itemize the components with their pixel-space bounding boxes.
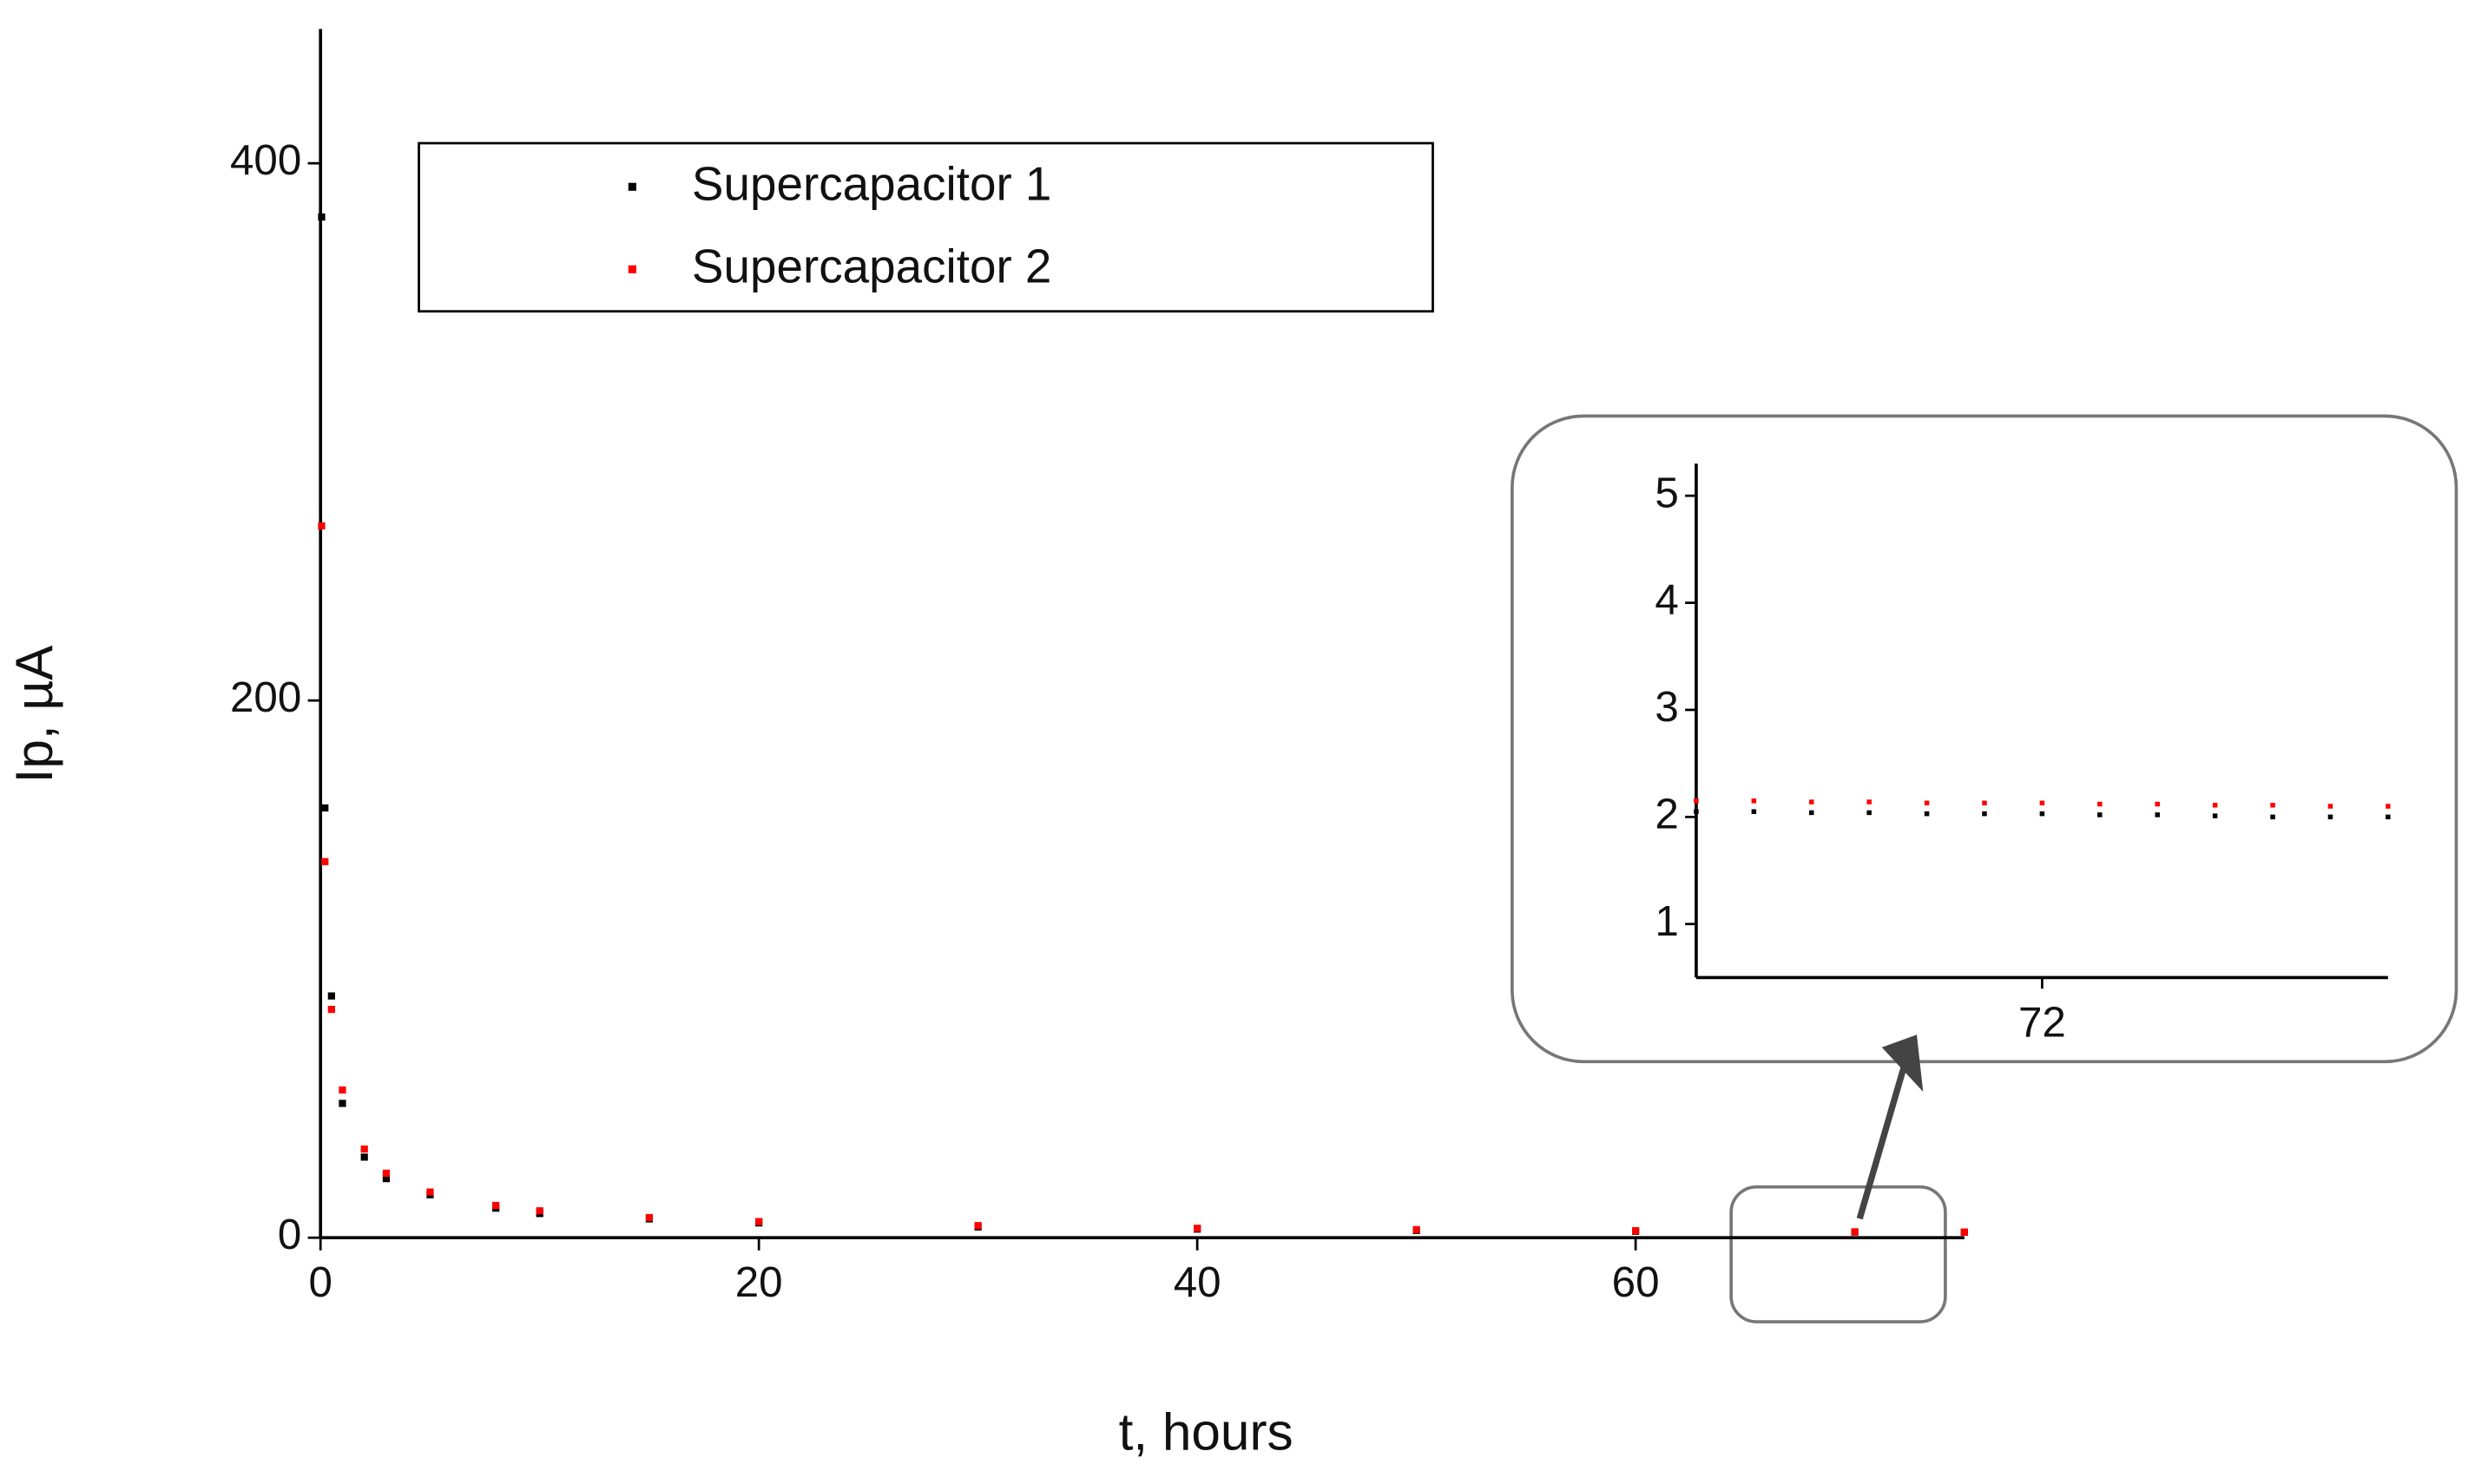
point (2270, 803, 2275, 808)
point (2039, 800, 2045, 806)
point (426, 1188, 434, 1196)
point (1851, 1228, 1859, 1236)
point (1194, 1225, 1201, 1232)
x-axis-label: t, hours (1119, 1402, 1293, 1461)
point (1751, 809, 1757, 814)
point (1866, 810, 1872, 816)
y-tick-label: 1 (1655, 897, 1678, 945)
legend-label: Supercapacitor 2 (692, 240, 1052, 293)
point (2386, 814, 2391, 820)
y-tick-label: 400 (230, 136, 301, 184)
x-tick-label: 40 (1174, 1258, 1221, 1306)
zoom-region (1729, 1185, 1947, 1323)
point (1960, 1228, 1968, 1236)
y-tick-label: 5 (1655, 469, 1678, 516)
point (755, 1218, 763, 1225)
point (382, 1174, 391, 1183)
point (2212, 803, 2218, 808)
point (2327, 804, 2333, 809)
point (2270, 814, 2275, 820)
legend-label: Supercapacitor 1 (692, 157, 1052, 211)
x-tick-label: 72 (2018, 998, 2066, 1046)
arrow-shaft (1856, 1065, 1907, 1220)
y-tick-label: 4 (1655, 576, 1678, 624)
point (2039, 811, 2045, 817)
point (536, 1207, 543, 1215)
point (2212, 813, 2218, 818)
y-tick-label: 0 (278, 1211, 301, 1258)
point (2097, 812, 2103, 818)
point (974, 1222, 982, 1230)
point (2386, 804, 2391, 809)
point (2155, 812, 2160, 818)
point (2097, 801, 2103, 807)
inset-frame (1511, 414, 2458, 1064)
point (318, 522, 326, 530)
point (1751, 798, 1757, 804)
point (321, 857, 329, 865)
point (1412, 1225, 1420, 1234)
point (1866, 799, 1872, 804)
point (321, 804, 329, 812)
point (2155, 801, 2160, 807)
point (1924, 800, 1930, 806)
y-tick-label: 2 (1655, 790, 1678, 837)
point (1982, 811, 1987, 817)
point (1982, 800, 1987, 806)
point (1809, 810, 1814, 816)
point (360, 1153, 368, 1161)
point (1924, 811, 1930, 817)
arrow-head (1881, 1034, 1924, 1093)
x-tick-label: 0 (308, 1258, 332, 1306)
point (360, 1145, 368, 1153)
point (1631, 1227, 1640, 1235)
point (382, 1169, 391, 1178)
point (492, 1201, 500, 1210)
legend-box (418, 141, 1434, 313)
point (327, 1005, 335, 1014)
y-tick-label: 3 (1655, 683, 1678, 731)
point (339, 1086, 346, 1094)
x-tick-label: 20 (735, 1258, 783, 1306)
point (645, 1213, 654, 1222)
point (318, 213, 326, 221)
point (339, 1100, 346, 1107)
legend-marker (628, 182, 636, 191)
point (1694, 809, 1699, 814)
point (1809, 799, 1814, 804)
legend-marker (628, 265, 636, 273)
y-tick-label: 200 (230, 673, 301, 721)
point (2327, 814, 2333, 820)
x-tick-label: 60 (1612, 1258, 1660, 1306)
point (1694, 798, 1699, 804)
y-axis-label: Ip, µA (4, 645, 63, 784)
point (327, 992, 335, 1000)
